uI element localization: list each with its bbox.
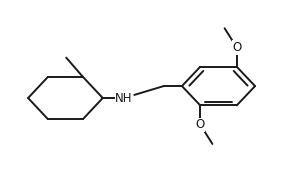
Text: O: O bbox=[196, 118, 205, 131]
Text: NH: NH bbox=[115, 92, 133, 105]
Text: O: O bbox=[232, 41, 241, 54]
